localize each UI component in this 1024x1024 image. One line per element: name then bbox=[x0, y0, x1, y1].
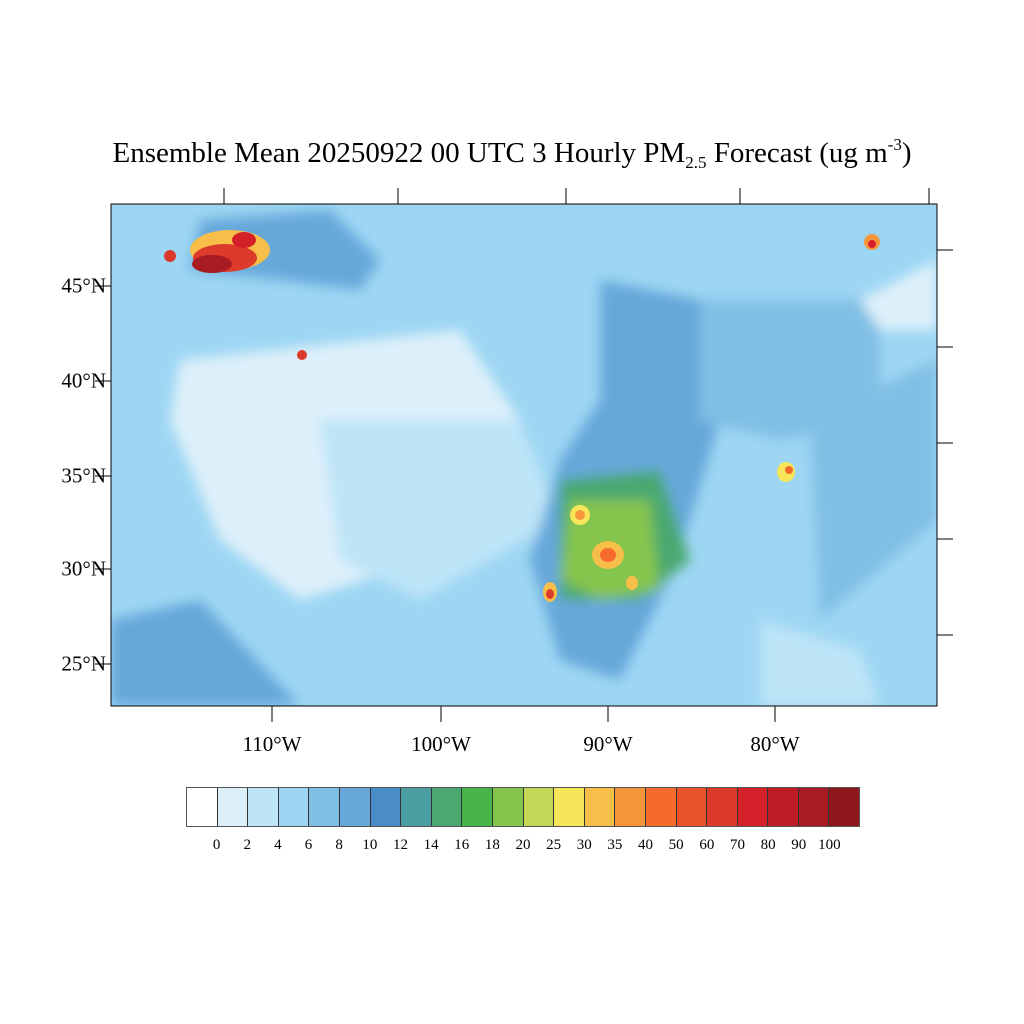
colorbar bbox=[186, 787, 860, 827]
colorbar-swatch bbox=[278, 788, 310, 826]
colorbar-label: 8 bbox=[335, 837, 343, 853]
colorbar-label: 30 bbox=[576, 837, 592, 853]
colorbar-swatch bbox=[829, 788, 860, 826]
lat-label-30n: 30°N bbox=[61, 556, 106, 581]
colorbar-label: 12 bbox=[392, 837, 408, 853]
title-close: ) bbox=[901, 137, 912, 169]
colorbar-swatch bbox=[554, 788, 585, 826]
colorbar-swatch bbox=[707, 788, 738, 826]
lon-label-80w: 80°W bbox=[750, 732, 800, 756]
plot-title: Ensemble Mean 20250922 00 UTC 3 Hourly P… bbox=[0, 135, 1024, 173]
colorbar-label: 14 bbox=[423, 837, 439, 853]
title-subscript: 2.5 bbox=[685, 153, 707, 172]
colorbar-swatch bbox=[645, 788, 677, 826]
colorbar-label: 6 bbox=[304, 837, 313, 853]
colorbar-label: 100 bbox=[818, 837, 841, 853]
colorbar-label: 70 bbox=[729, 837, 745, 853]
colorbar-label: 35 bbox=[607, 837, 623, 853]
colorbar-label: 50 bbox=[668, 837, 684, 853]
colorbar-swatch bbox=[217, 788, 249, 826]
colorbar-label: 2 bbox=[243, 837, 252, 853]
colorbar-label: 4 bbox=[274, 837, 282, 853]
colorbar-swatch bbox=[615, 788, 646, 826]
colorbar-swatch bbox=[462, 788, 493, 826]
colorbar-swatch bbox=[309, 788, 340, 826]
colorbar-label: 0 bbox=[212, 837, 221, 853]
colorbar-swatch bbox=[768, 788, 799, 826]
title-tail: Forecast (ug m bbox=[706, 137, 888, 169]
colorbar-label: 60 bbox=[699, 837, 715, 853]
map-frame bbox=[110, 203, 938, 707]
smoke-plume bbox=[164, 230, 880, 602]
colorbar-swatch bbox=[798, 788, 830, 826]
colorbar-swatch bbox=[248, 788, 279, 826]
lon-label-90w: 90°W bbox=[583, 732, 633, 756]
colorbar-label: 25 bbox=[546, 837, 562, 853]
map-field bbox=[111, 204, 937, 706]
colorbar-swatch bbox=[370, 788, 402, 826]
lon-label-100w: 100°W bbox=[411, 732, 471, 756]
colorbar-swatch bbox=[431, 788, 463, 826]
colorbar-swatch bbox=[737, 788, 769, 826]
colorbar-label: 90 bbox=[791, 837, 807, 853]
lat-label-40n: 40°N bbox=[61, 368, 106, 393]
lat-label-25n: 25°N bbox=[61, 651, 106, 676]
lat-label-35n: 35°N bbox=[61, 463, 106, 488]
colorbar-label: 18 bbox=[484, 837, 500, 853]
axis-ticks bbox=[95, 188, 953, 722]
colorbar-swatch bbox=[584, 788, 616, 826]
colorbar-swatch bbox=[401, 788, 432, 826]
lon-label-110w: 110°W bbox=[242, 732, 302, 756]
colorbar-swatch bbox=[492, 788, 524, 826]
colorbar-swatch bbox=[523, 788, 555, 826]
title-main: Ensemble Mean 20250922 00 UTC 3 Hourly P… bbox=[112, 137, 686, 169]
colorbar-label: 80 bbox=[760, 837, 776, 853]
lat-label-45n: 45°N bbox=[61, 273, 106, 298]
colorbar-label: 40 bbox=[638, 837, 654, 853]
colorbar-swatch bbox=[187, 788, 218, 826]
colorbar-swatch bbox=[676, 788, 708, 826]
title-superscript: -3 bbox=[887, 135, 902, 154]
colorbar-swatch bbox=[339, 788, 371, 826]
colorbar-label: 20 bbox=[515, 837, 531, 853]
colorbar-label: 10 bbox=[362, 837, 378, 853]
colorbar-label: 16 bbox=[454, 837, 470, 853]
